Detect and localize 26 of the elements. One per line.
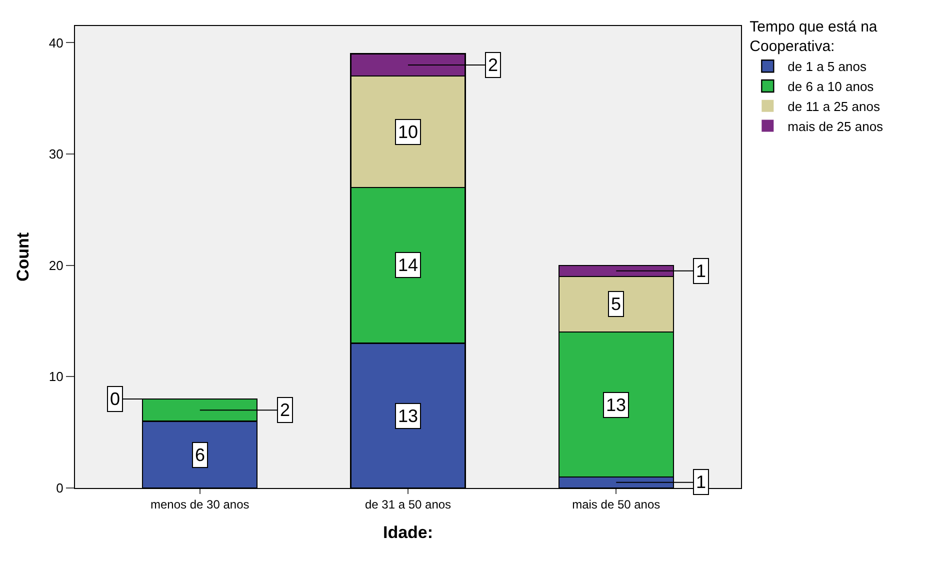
- x-tick-label: menos de 30 anos: [150, 497, 250, 512]
- y-tick-label: 20: [48, 258, 64, 273]
- y-tick-label: 10: [48, 369, 64, 384]
- data-label: 0: [110, 389, 120, 409]
- y-tick-label: 40: [48, 35, 64, 50]
- data-label: 13: [398, 406, 418, 426]
- x-axis-title: Idade:: [382, 522, 434, 542]
- data-label: 13: [606, 395, 626, 415]
- y-tick-label: 30: [48, 146, 64, 162]
- data-label: 6: [195, 445, 206, 465]
- legend-label: de 11 a 25 anos: [788, 98, 880, 114]
- x-tick-label: mais de 50 anos: [572, 497, 660, 512]
- data-label: 2: [280, 400, 290, 420]
- legend-label: de 1 a 5 anos: [788, 59, 867, 74]
- data-label: 14: [398, 255, 418, 275]
- data-label: 1: [696, 261, 706, 281]
- data-label: 2: [488, 55, 498, 75]
- data-label: 1: [696, 472, 706, 492]
- y-tick-label: 0: [56, 480, 64, 496]
- x-tick-label: de 31 a 50 anos: [364, 497, 452, 512]
- data-label: 10: [398, 122, 418, 142]
- legend-title: Tempo que está na Cooperativa:: [750, 18, 878, 56]
- data-label: 5: [611, 294, 622, 314]
- legend-label: mais de 25 anos: [788, 118, 884, 134]
- y-axis-title: Count: [13, 232, 32, 282]
- legend-label: de 6 a 10 anos: [788, 79, 874, 94]
